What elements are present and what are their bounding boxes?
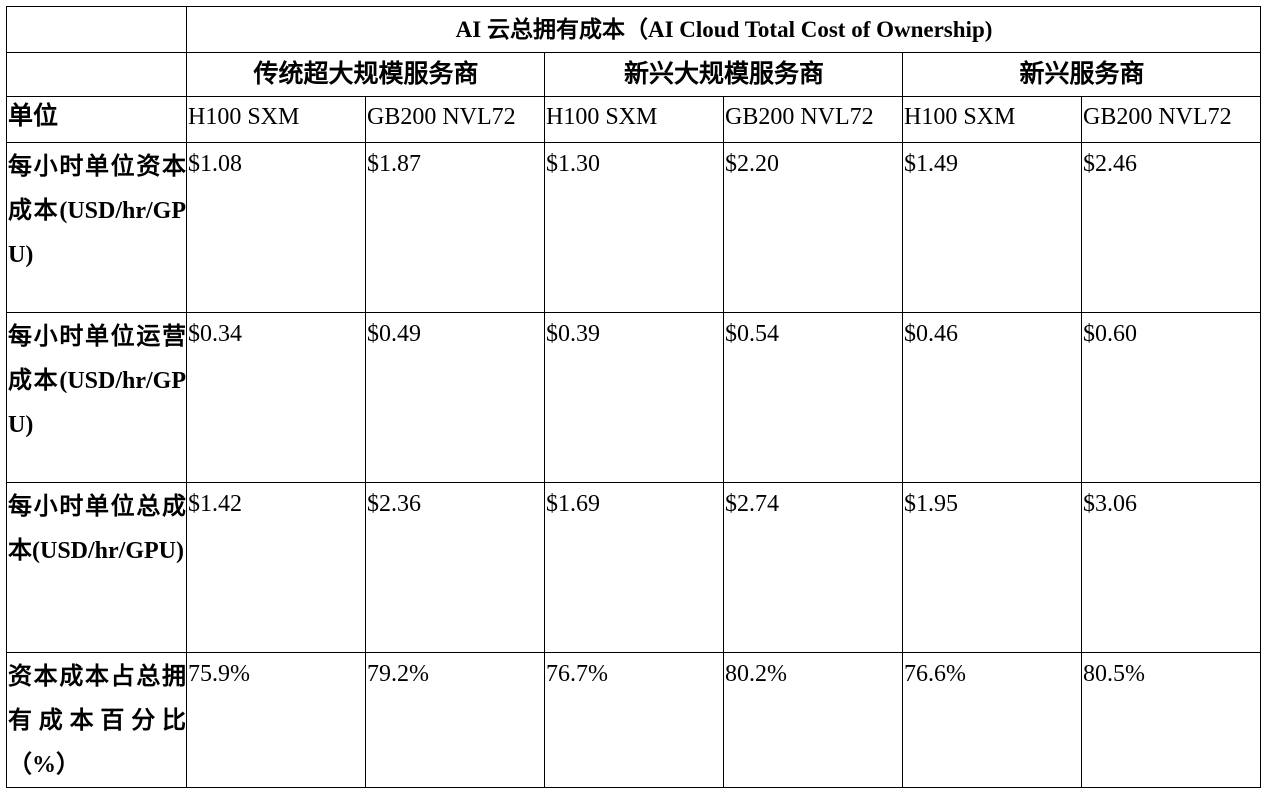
- cost-cell: $0.46: [902, 312, 1082, 483]
- gpu-header: H100 SXM: [544, 96, 724, 143]
- percent-cell: 76.7%: [544, 652, 724, 788]
- gpu-header: H100 SXM: [186, 96, 366, 143]
- provider-blank-cell: [6, 52, 187, 97]
- gpu-header: GB200 NVL72: [1080, 96, 1262, 143]
- gpu-header: GB200 NVL72: [365, 96, 545, 143]
- provider-header: 新兴服务商: [901, 52, 1262, 97]
- corner-cell: [6, 6, 187, 53]
- table-row: 每小时单位资本成本(USD/hr/GPU) $1.08 $1.87 $1.30 …: [6, 142, 1262, 313]
- cost-cell: $1.49: [902, 142, 1082, 313]
- gpu-header: H100 SXM: [902, 96, 1082, 143]
- gpu-header: GB200 NVL72: [723, 96, 903, 143]
- row-label: 每小时单位总成本(USD/hr/GPU): [6, 482, 187, 653]
- cost-cell: $2.20: [723, 142, 903, 313]
- cost-cell: $1.87: [365, 142, 545, 313]
- unit-row: 单位 H100 SXM GB200 NVL72 H100 SXM GB200 N…: [6, 96, 1262, 143]
- cost-cell: $0.54: [723, 312, 903, 483]
- provider-header: 新兴大规模服务商: [544, 52, 903, 97]
- percent-cell: 80.5%: [1080, 652, 1262, 788]
- cost-cell: $1.42: [186, 482, 366, 653]
- tco-table: AI 云总拥有成本（AI Cloud Total Cost of Ownersh…: [6, 6, 1262, 788]
- provider-row: 传统超大规模服务商 新兴大规模服务商 新兴服务商: [6, 52, 1262, 97]
- cost-cell: $0.39: [544, 312, 724, 483]
- cost-cell: $1.95: [902, 482, 1082, 653]
- title-row: AI 云总拥有成本（AI Cloud Total Cost of Ownersh…: [6, 6, 1262, 53]
- cost-cell: $0.60: [1080, 312, 1262, 483]
- percent-cell: 76.6%: [902, 652, 1082, 788]
- cost-cell: $1.30: [544, 142, 724, 313]
- row-label: 每小时单位资本成本(USD/hr/GPU): [6, 142, 187, 313]
- row-label: 每小时单位运营成本(USD/hr/GPU): [6, 312, 187, 483]
- cost-cell: $0.49: [365, 312, 545, 483]
- percent-cell: 75.9%: [186, 652, 366, 788]
- table-row: 每小时单位总成本(USD/hr/GPU) $1.42 $2.36 $1.69 $…: [6, 482, 1262, 653]
- provider-header: 传统超大规模服务商: [186, 52, 545, 97]
- cost-cell: $0.34: [186, 312, 366, 483]
- cost-cell: $1.08: [186, 142, 366, 313]
- table-row: 每小时单位运营成本(USD/hr/GPU) $0.34 $0.49 $0.39 …: [6, 312, 1262, 483]
- cost-cell: $2.74: [723, 482, 903, 653]
- row-label: 资本成本占总拥有成本百分比（%）: [6, 652, 187, 788]
- table-row: 资本成本占总拥有成本百分比（%） 75.9% 79.2% 76.7% 80.2%…: [6, 652, 1262, 788]
- cost-cell: $3.06: [1080, 482, 1262, 653]
- cost-cell: $2.36: [365, 482, 545, 653]
- cost-cell: $1.69: [544, 482, 724, 653]
- cost-cell: $2.46: [1080, 142, 1262, 313]
- unit-label: 单位: [6, 96, 187, 143]
- percent-cell: 80.2%: [723, 652, 903, 788]
- percent-cell: 79.2%: [365, 652, 545, 788]
- table-title: AI 云总拥有成本（AI Cloud Total Cost of Ownersh…: [185, 6, 1262, 53]
